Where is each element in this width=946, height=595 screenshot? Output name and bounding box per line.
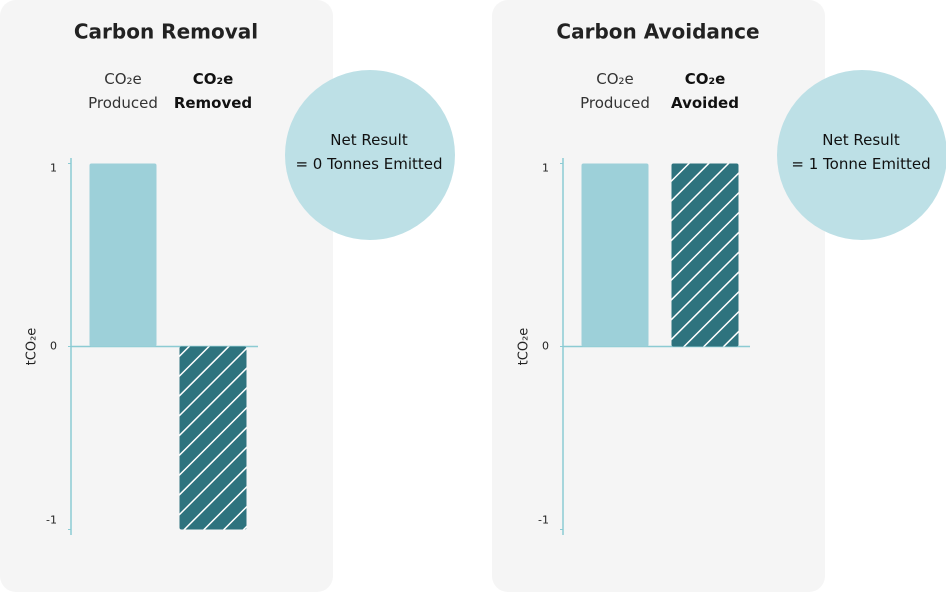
bar — [581, 163, 649, 347]
net-result-circle — [285, 70, 455, 240]
y-tick-label: 0 — [50, 340, 57, 353]
panel — [0, 0, 333, 592]
net-result: Net Result = 1 Tonne Emitted — [791, 131, 930, 173]
category-label: CO₂e Avoided — [671, 70, 739, 112]
net-result-circle — [777, 70, 946, 240]
bar — [671, 163, 739, 347]
category-label: CO₂e Produced — [88, 70, 158, 112]
bar — [89, 163, 157, 347]
y-tick-label: -1 — [538, 514, 549, 527]
y-tick-label: 1 — [542, 161, 549, 174]
y-tick-label: 0 — [542, 340, 549, 353]
net-result: Net Result = 0 Tonnes Emitted — [295, 131, 442, 173]
category-label: CO₂e Removed — [174, 70, 252, 112]
chart-title: Carbon Avoidance — [556, 20, 759, 44]
y-axis-label: tCO₂e — [517, 328, 532, 366]
y-tick-label: -1 — [46, 514, 57, 527]
category-label: CO₂e Produced — [580, 70, 650, 112]
bar — [179, 346, 247, 530]
panel — [492, 0, 825, 592]
y-axis-label: tCO₂e — [25, 328, 40, 366]
y-tick-label: 1 — [50, 161, 57, 174]
chart-title: Carbon Removal — [74, 20, 258, 44]
